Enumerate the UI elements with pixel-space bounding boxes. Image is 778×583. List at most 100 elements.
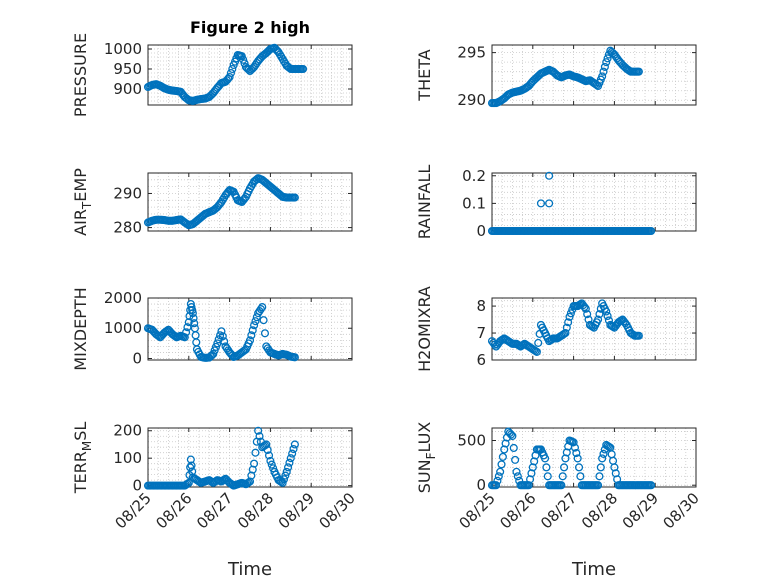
y-axis-label: PRESSURE	[71, 33, 90, 117]
data-point	[194, 477, 203, 486]
data-point	[490, 340, 499, 349]
x-axis-label: Time	[571, 559, 616, 580]
y-tick-label: 7	[476, 324, 486, 342]
y-tick-label: 2000	[104, 289, 142, 307]
data-point	[534, 338, 543, 347]
data-point	[248, 326, 257, 335]
data-point	[281, 471, 290, 480]
data-point	[595, 310, 604, 319]
data-point	[250, 321, 259, 330]
y-tick-label: 900	[113, 80, 142, 98]
data-point	[190, 319, 199, 328]
axes-box	[147, 427, 353, 488]
data-point	[517, 341, 526, 350]
data-point	[169, 331, 178, 340]
data-point	[558, 330, 567, 339]
axes-box	[491, 44, 697, 106]
data-point	[629, 67, 638, 76]
data-point	[611, 52, 620, 61]
data-point	[218, 332, 227, 341]
data-point	[285, 193, 294, 202]
data-point	[604, 442, 614, 451]
y-tick-label: 100	[113, 449, 142, 467]
data-point	[562, 323, 571, 332]
x-tick-label: 08/28	[578, 489, 621, 532]
data-point	[628, 329, 637, 338]
data-point	[536, 199, 546, 208]
y-axis-label: H2OMIXRA	[415, 286, 434, 372]
data-point	[600, 304, 609, 313]
data-point	[498, 452, 507, 461]
data-point	[603, 441, 612, 450]
data-point	[513, 472, 522, 481]
data-point	[177, 89, 187, 98]
data-point	[211, 342, 221, 351]
axes-box	[147, 297, 353, 361]
data-point	[279, 475, 289, 484]
data-point	[619, 317, 628, 326]
subplot-sun_flux: 0 500 SUNFLUX 08/2508/2608/2708/2808/2908/3…	[415, 422, 703, 580]
data-point	[289, 353, 298, 362]
data-point	[218, 476, 227, 485]
axes-box	[147, 44, 353, 106]
data-point	[579, 301, 588, 310]
data-point	[521, 340, 531, 349]
data-point	[573, 454, 582, 463]
data-point	[206, 477, 215, 486]
data-point	[186, 463, 195, 472]
data-point	[275, 477, 284, 486]
data-point	[161, 327, 170, 336]
y-tick-label: 1000	[104, 40, 142, 58]
y-tick-label: 290	[457, 91, 486, 109]
data-point	[527, 469, 536, 478]
data-point	[267, 460, 276, 469]
y-tick-label: 6	[476, 351, 486, 369]
subplot-rainfall: 0 0.1 0.2 RAINFALL	[415, 165, 697, 240]
data-point	[576, 472, 585, 481]
data-point	[182, 328, 191, 337]
x-tick-label: 08/29	[275, 489, 318, 532]
subplot-pressure: 900 950 1000 PRESSURE Figure 2 high	[71, 18, 353, 117]
subplot-h2omixra: 6 7 8 H2OMIXRA	[415, 286, 697, 372]
data-point	[599, 449, 608, 458]
subplot-air_temp: 280 290 AIRTEMP	[71, 168, 353, 237]
y-tick-label: 1000	[104, 319, 142, 337]
data-point	[583, 310, 592, 319]
data-point	[565, 312, 574, 321]
data-point	[269, 464, 278, 473]
data-point	[256, 305, 265, 314]
data-point	[526, 80, 535, 89]
data-point	[591, 79, 600, 89]
x-tick-label: 08/26	[496, 489, 539, 532]
data-point	[222, 344, 231, 353]
data-point	[289, 193, 298, 202]
y-tick-label: 8	[476, 297, 486, 315]
data-point	[244, 65, 253, 74]
data-point	[493, 476, 502, 485]
data-point	[192, 338, 201, 347]
y-tick-label: 200	[113, 422, 142, 440]
data-point	[560, 463, 569, 472]
x-tick-label: 08/25	[456, 489, 499, 532]
data-point	[512, 467, 521, 476]
data-point	[602, 58, 611, 67]
y-tick-label: 295	[457, 44, 486, 62]
data-point	[633, 67, 642, 76]
data-point	[595, 472, 604, 481]
x-axis-label: Time	[227, 559, 272, 580]
y-axis-label: AIRTEMP	[71, 168, 94, 236]
data-point	[570, 443, 580, 452]
data-point	[217, 327, 226, 336]
data-point	[282, 467, 291, 476]
data-point	[603, 311, 612, 321]
data-point	[186, 455, 195, 464]
data-point	[493, 340, 502, 349]
data-point	[615, 317, 624, 326]
subplot-terr_msl: 0 100 200 TERRMSL 08/2508/2608/2708/2808/290…	[71, 422, 359, 580]
data-point	[505, 429, 514, 438]
data-point	[543, 472, 552, 481]
data-point	[184, 318, 193, 327]
data-point	[182, 480, 191, 489]
y-tick-label: 0	[476, 476, 486, 494]
